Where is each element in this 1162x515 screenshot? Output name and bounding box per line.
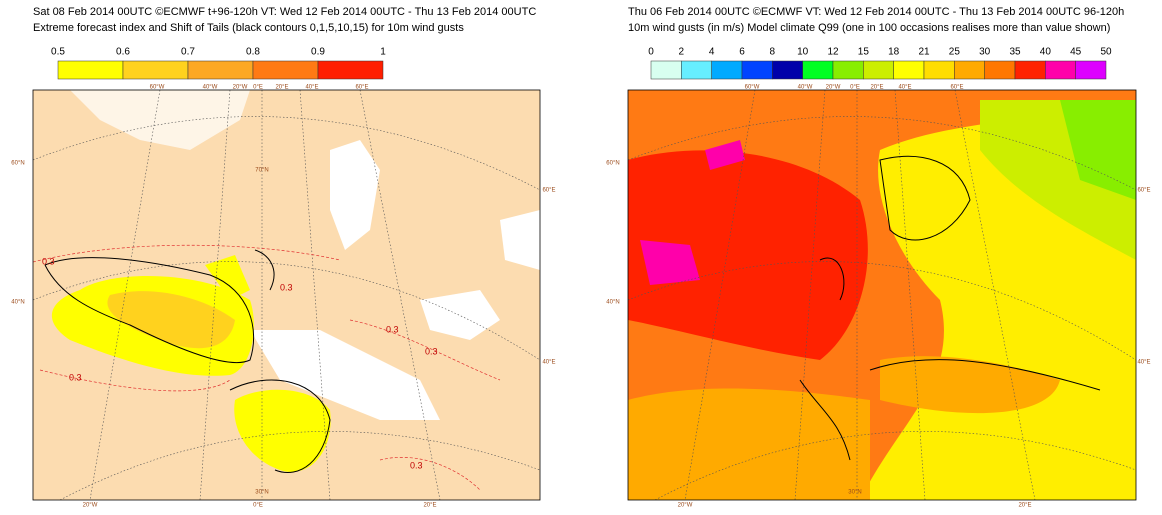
title-line: Sat 08 Feb 2014 00UTC ©ECMWF t+96-120h V…: [33, 6, 536, 18]
map-frame: [32, 89, 541, 501]
colorbar-swatch: [1014, 60, 1046, 80]
colorbar-label: 18: [888, 47, 900, 58]
graticule-label: 20°W: [83, 503, 98, 509]
colorbar-label: 12: [827, 47, 839, 58]
colorbar-label: 21: [918, 47, 930, 58]
colorbar-label: 4: [709, 47, 715, 58]
colorbar-label: 0.7: [181, 47, 195, 58]
colorbar-label: 8: [770, 47, 776, 58]
colorbar-label: 10: [797, 47, 809, 58]
graticule-label: 20°E: [1018, 503, 1031, 509]
graticule-label: 20°E: [870, 85, 883, 91]
colorbar-swatch: [741, 60, 773, 80]
map-right: [628, 90, 1136, 500]
graticule-label: 40°E: [1137, 360, 1150, 366]
colorbar-label: 1: [380, 47, 386, 58]
colorbar-swatch: [893, 60, 925, 80]
graticule-label: 20°W: [678, 503, 693, 509]
graticule-label: 30°N: [255, 490, 268, 496]
graticule-label: 60°W: [745, 85, 760, 91]
colorbar-label: 25: [949, 47, 961, 58]
map-frame: [627, 89, 1137, 501]
colorbar-swatch: [1075, 60, 1107, 80]
colorbar-label: 35: [1009, 47, 1021, 58]
graticule-label: 60°W: [150, 85, 165, 91]
contour-label: 0.3: [280, 282, 293, 292]
graticule-label: 0°E: [850, 85, 860, 91]
graticule-label: 60°E: [355, 85, 368, 91]
colorbar-label: 15: [858, 47, 870, 58]
contour-label: 0.3: [410, 460, 423, 470]
graticule-label: 20°W: [233, 85, 248, 91]
colorbar-label: 6: [739, 47, 745, 58]
colorbar-label: 50: [1100, 47, 1112, 58]
colorbar-swatch: [681, 60, 712, 80]
graticule-label: 0°E: [253, 85, 263, 91]
colorbar-label: 0: [648, 47, 654, 58]
colorbar-swatch: [863, 60, 894, 80]
colorbar-label: 0.5: [51, 47, 65, 58]
graticule-label: 40°E: [305, 85, 318, 91]
title-line: Extreme forecast index and Shift of Tail…: [33, 22, 464, 34]
graticule-label: 0°E: [253, 503, 263, 509]
map-left: [33, 90, 540, 500]
colorbar-swatch: [954, 60, 985, 80]
graticule-label: 20°E: [275, 85, 288, 91]
graticule-label: 40°E: [898, 85, 911, 91]
colorbar-swatch: [650, 60, 682, 80]
graticule-label: 20°W: [826, 85, 841, 91]
graticule-label: 40°E: [542, 360, 555, 366]
graticule-label: 60°N: [606, 161, 619, 167]
colorbar-swatch: [57, 60, 124, 80]
colorbar-swatch: [252, 60, 319, 80]
colorbar-swatch: [802, 60, 834, 80]
colorbar-label: 30: [979, 47, 991, 58]
colorbar-swatch: [317, 60, 384, 80]
graticule-label: 40°N: [606, 300, 619, 306]
colorbar-label: 0.9: [311, 47, 325, 58]
title-line: Thu 06 Feb 2014 00UTC ©ECMWF VT: Wed 12 …: [628, 6, 1124, 18]
graticule-label: 70°N: [255, 168, 268, 174]
contour-label: 0.3: [425, 346, 438, 356]
colorbar-label: 40: [1040, 47, 1052, 58]
graticule-label: 30°N: [848, 490, 861, 496]
colorbar-swatch: [923, 60, 955, 80]
graticule-label: 40°W: [203, 85, 218, 91]
colorbar-label: 0.8: [246, 47, 260, 58]
title-line: 10m wind gusts (in m/s) Model climate Q9…: [628, 22, 1110, 34]
colorbar-label: 0.6: [116, 47, 130, 58]
graticule-label: 60°N: [11, 161, 24, 167]
colorbar-label: 45: [1070, 47, 1082, 58]
graticule-label: 60°E: [950, 85, 963, 91]
graticule-label: 20°E: [423, 503, 436, 509]
colorbar-swatch: [122, 60, 189, 80]
graticule-label: 60°E: [542, 188, 555, 194]
graticule-label: 40°W: [798, 85, 813, 91]
colorbar-swatch: [832, 60, 864, 80]
contour-label: 0.3: [42, 256, 55, 266]
colorbar-swatch: [187, 60, 254, 80]
colorbar-label: 2: [679, 47, 685, 58]
contour-label: 0.3: [69, 372, 82, 382]
colorbar-swatch: [984, 60, 1016, 80]
contour-label: 0.3: [386, 324, 399, 334]
colorbar-swatch: [1045, 60, 1076, 80]
colorbar-swatch: [711, 60, 743, 80]
graticule-label: 40°N: [11, 300, 24, 306]
graticule-label: 60°E: [1137, 188, 1150, 194]
colorbar-swatch: [772, 60, 803, 80]
